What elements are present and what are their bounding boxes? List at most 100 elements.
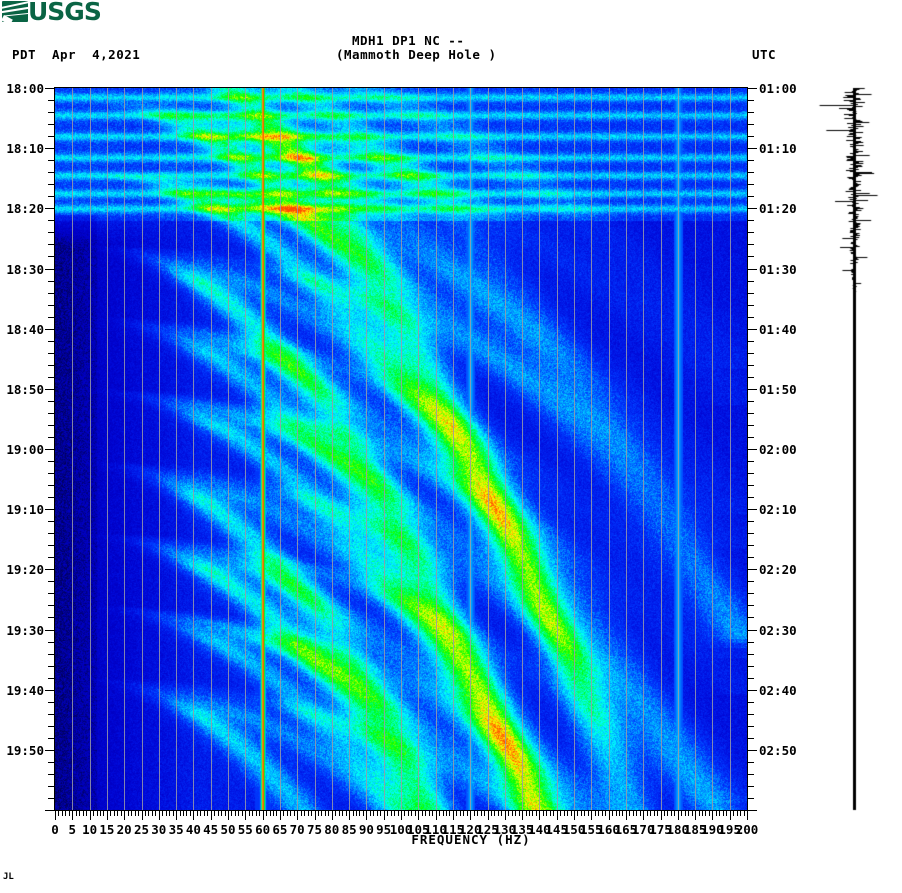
- x-axis-tick: [65, 811, 66, 816]
- x-axis-tick: [616, 811, 617, 816]
- x-axis-tick: [574, 811, 575, 820]
- right-axis-tick: [748, 425, 754, 426]
- x-axis-tick: [370, 811, 371, 816]
- x-axis-tick: [598, 811, 599, 816]
- x-axis-label: 0: [51, 822, 59, 837]
- left-axis-tick: [48, 256, 54, 257]
- right-axis-tick: [748, 786, 754, 787]
- x-axis-tick: [474, 811, 475, 816]
- vertical-gridline: [90, 88, 91, 810]
- x-axis-tick: [308, 811, 309, 816]
- x-axis-tick: [508, 811, 509, 816]
- y-axis-right-label: 02:50: [759, 743, 797, 758]
- right-axis-tick: [748, 329, 757, 330]
- y-axis-left-label: 19:00: [6, 442, 44, 457]
- left-axis-tick: [48, 401, 54, 402]
- x-axis-label: 20: [116, 822, 132, 837]
- left-axis-tick: [45, 389, 54, 390]
- x-axis-tick: [512, 811, 513, 816]
- x-axis-tick: [501, 811, 502, 816]
- spectrogram-plot[interactable]: [55, 88, 747, 810]
- y-axis-right-label: 01:50: [759, 382, 797, 397]
- vertical-gridline: [349, 88, 350, 810]
- x-axis-tick: [135, 811, 136, 816]
- right-axis-tick: [748, 581, 754, 582]
- x-axis-tick: [315, 811, 316, 820]
- x-axis-tick: [287, 811, 288, 816]
- right-axis-tick: [748, 533, 754, 534]
- x-axis-tick: [301, 811, 302, 816]
- right-axis-tick: [748, 750, 757, 751]
- right-axis-tick: [748, 136, 754, 137]
- left-axis-tick: [45, 509, 54, 510]
- x-axis-tick: [705, 811, 706, 816]
- x-axis-tick: [318, 811, 319, 816]
- x-axis-tick: [211, 811, 212, 820]
- x-axis-tick: [411, 811, 412, 816]
- right-axis-tick: [748, 461, 754, 462]
- x-axis-tick: [238, 811, 239, 816]
- vertical-gridline: [332, 88, 333, 810]
- x-axis-tick: [398, 811, 399, 816]
- left-axis-tick: [48, 678, 54, 679]
- x-axis-tick: [249, 811, 250, 816]
- x-axis-tick: [183, 811, 184, 816]
- x-axis-tick: [484, 811, 485, 816]
- y-axis-left-label: 18:40: [6, 322, 44, 337]
- x-axis-label: 155: [580, 822, 603, 837]
- x-axis-tick: [297, 811, 298, 820]
- vertical-gridline: [245, 88, 246, 810]
- x-axis-tick: [325, 811, 326, 816]
- right-axis-tick: [748, 88, 757, 89]
- vertical-gridline: [470, 88, 471, 810]
- x-axis-tick: [612, 811, 613, 816]
- x-axis-tick: [536, 811, 537, 816]
- x-axis-tick: [356, 811, 357, 816]
- x-axis-tick: [667, 811, 668, 816]
- x-axis-tick: [418, 811, 419, 820]
- x-axis-tick: [121, 811, 122, 816]
- right-axis-tick: [748, 437, 754, 438]
- left-axis-tick: [48, 593, 54, 594]
- x-axis-tick: [674, 811, 675, 816]
- x-axis-title-text: FREQUENCY (HZ): [411, 832, 531, 847]
- right-axis-tick: [748, 557, 754, 558]
- x-axis-tick: [664, 811, 665, 816]
- x-axis-tick: [152, 811, 153, 816]
- x-axis-tick: [546, 811, 547, 816]
- right-axis-tick: [748, 497, 754, 498]
- x-axis-tick: [218, 811, 219, 816]
- x-axis-label: 5: [68, 822, 77, 837]
- x-axis-tick: [97, 811, 98, 816]
- vertical-gridline: [557, 88, 558, 810]
- left-axis-tick: [48, 762, 54, 763]
- x-axis-tick: [532, 811, 533, 816]
- x-axis-tick: [699, 811, 700, 816]
- x-axis-tick: [332, 811, 333, 820]
- right-axis-tick: [748, 690, 757, 691]
- right-axis-tick: [748, 449, 757, 450]
- x-axis-tick: [643, 811, 644, 820]
- vertical-gridline: [539, 88, 540, 810]
- vertical-gridline: [453, 88, 454, 810]
- right-axis-tick: [748, 714, 754, 715]
- x-axis-label: 95: [376, 822, 392, 837]
- right-axis-tick: [748, 100, 754, 101]
- x-axis-tick: [311, 811, 312, 816]
- x-axis-label: 55: [237, 822, 253, 837]
- x-axis-label: 180: [666, 822, 690, 837]
- left-axis-tick: [48, 317, 54, 318]
- usgs-wave-icon: [2, 1, 28, 22]
- usgs-logo-text: USGS: [28, 0, 102, 26]
- timezone-label-right: UTC: [752, 47, 777, 62]
- right-axis-tick: [748, 148, 757, 149]
- vertical-gridline: [488, 88, 489, 810]
- x-axis-tick: [235, 811, 236, 816]
- x-axis-tick: [138, 811, 139, 816]
- right-axis-tick: [748, 269, 757, 270]
- x-axis-tick: [349, 811, 350, 820]
- x-axis-label: 165: [614, 822, 638, 837]
- x-axis-tick: [353, 811, 354, 816]
- x-axis-tick: [391, 811, 392, 816]
- x-axis-tick: [166, 811, 167, 816]
